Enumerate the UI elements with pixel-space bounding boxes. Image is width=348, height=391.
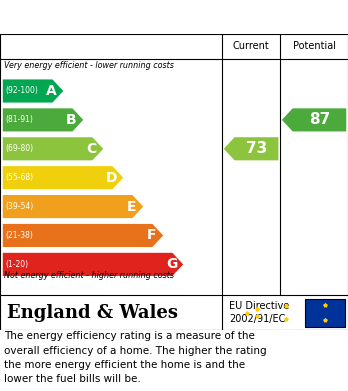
- Polygon shape: [3, 108, 83, 131]
- Text: (81-91): (81-91): [5, 115, 33, 124]
- Text: E: E: [127, 199, 136, 213]
- Text: G: G: [166, 257, 177, 271]
- Text: 73: 73: [246, 141, 267, 156]
- Bar: [304, 298, 345, 326]
- Text: (55-68): (55-68): [5, 173, 33, 182]
- Text: England & Wales: England & Wales: [7, 303, 178, 321]
- Text: Not energy efficient - higher running costs: Not energy efficient - higher running co…: [4, 271, 174, 280]
- Text: (69-80): (69-80): [5, 144, 33, 153]
- Text: EU Directive
2002/91/EC: EU Directive 2002/91/EC: [229, 301, 289, 324]
- Text: Current: Current: [233, 41, 269, 51]
- Text: Energy Efficiency Rating: Energy Efficiency Rating: [9, 9, 230, 25]
- Polygon shape: [3, 253, 183, 276]
- Polygon shape: [224, 137, 278, 160]
- Text: B: B: [66, 113, 77, 127]
- Text: The energy efficiency rating is a measure of the
overall efficiency of a home. T: The energy efficiency rating is a measur…: [4, 331, 267, 384]
- Text: (39-54): (39-54): [5, 202, 33, 211]
- Polygon shape: [3, 195, 143, 218]
- Text: F: F: [147, 228, 156, 242]
- Polygon shape: [282, 108, 346, 131]
- Text: C: C: [86, 142, 97, 156]
- Polygon shape: [3, 79, 63, 102]
- Polygon shape: [3, 166, 123, 189]
- Text: Potential: Potential: [293, 41, 335, 51]
- Polygon shape: [3, 137, 103, 160]
- Text: Very energy efficient - lower running costs: Very energy efficient - lower running co…: [4, 61, 174, 70]
- Text: (1-20): (1-20): [5, 260, 28, 269]
- Polygon shape: [3, 224, 163, 247]
- Text: 87: 87: [309, 112, 330, 127]
- Text: (92-100): (92-100): [5, 86, 38, 95]
- Text: (21-38): (21-38): [5, 231, 33, 240]
- Text: A: A: [46, 84, 57, 98]
- Text: D: D: [106, 171, 117, 185]
